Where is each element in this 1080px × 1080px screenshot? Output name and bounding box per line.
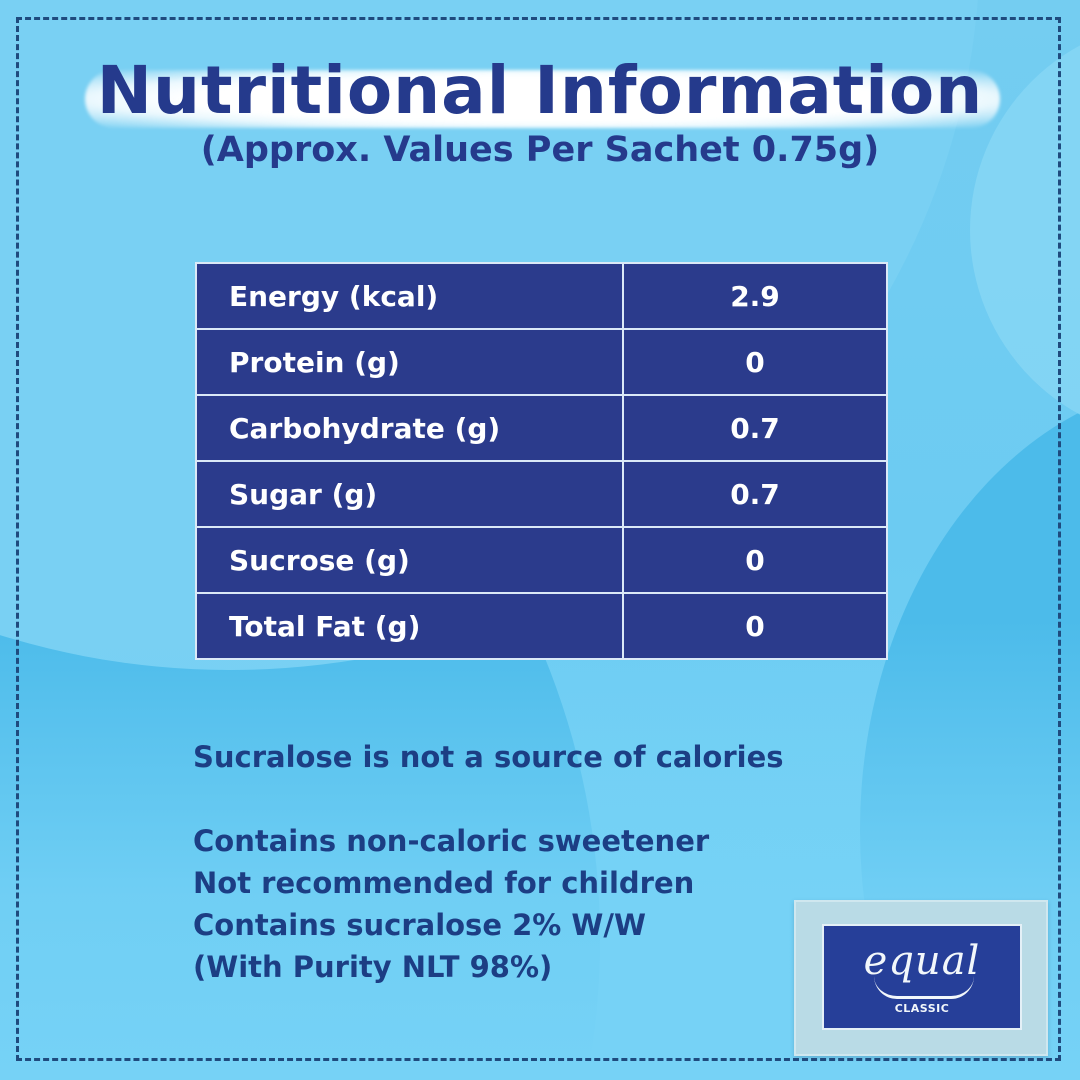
notes-spacer <box>193 778 784 820</box>
title-brush-highlight <box>85 70 1000 128</box>
nutrient-value: 0 <box>622 592 888 660</box>
note-line: Contains sucralose 2% W/W <box>193 908 646 942</box>
nutrient-value: 0.7 <box>622 460 888 528</box>
table-row: Carbohydrate (g) 0.7 <box>195 394 888 462</box>
product-variant: CLASSIC <box>894 1002 950 1015</box>
calorie-note: Sucralose is not a source of calories <box>193 740 784 774</box>
nutrient-value: 0 <box>622 328 888 396</box>
nutrient-label: Total Fat (g) <box>195 592 624 660</box>
table-row: Total Fat (g) 0 <box>195 592 888 660</box>
nutrient-label: Energy (kcal) <box>195 262 624 330</box>
nutrient-label: Carbohydrate (g) <box>195 394 624 462</box>
nutrient-label: Sugar (g) <box>195 460 624 528</box>
table-row: Sucrose (g) 0 <box>195 526 888 594</box>
table-row: Energy (kcal) 2.9 <box>195 262 888 330</box>
nutrient-label: Protein (g) <box>195 328 624 396</box>
nutrition-table: Energy (kcal) 2.9 Protein (g) 0 Carbohyd… <box>195 262 888 660</box>
note-line: (With Purity NLT 98%) <box>193 950 553 984</box>
notes-block: Sucralose is not a source of calories Co… <box>193 736 784 988</box>
nutrient-value: 0 <box>622 526 888 594</box>
sachet-label: equal CLASSIC <box>822 924 1022 1030</box>
page-title: Nutritional Information <box>96 52 984 129</box>
nutrient-label: Sucrose (g) <box>195 526 624 594</box>
page-subtitle: (Approx. Values Per Sachet 0.75g) <box>200 130 880 170</box>
logo-smile-icon <box>874 976 974 999</box>
dashed-border-frame <box>16 17 1061 1061</box>
nutrient-value: 0.7 <box>622 394 888 462</box>
product-sachet-image: equal CLASSIC <box>794 900 1048 1056</box>
table-row: Sugar (g) 0.7 <box>195 460 888 528</box>
title-block: Nutritional Information <box>0 52 1080 130</box>
table-row: Protein (g) 0 <box>195 328 888 396</box>
note-line: Not recommended for children <box>193 866 695 900</box>
nutrient-value: 2.9 <box>622 262 888 330</box>
note-line: Contains non-caloric sweetener <box>193 824 710 858</box>
